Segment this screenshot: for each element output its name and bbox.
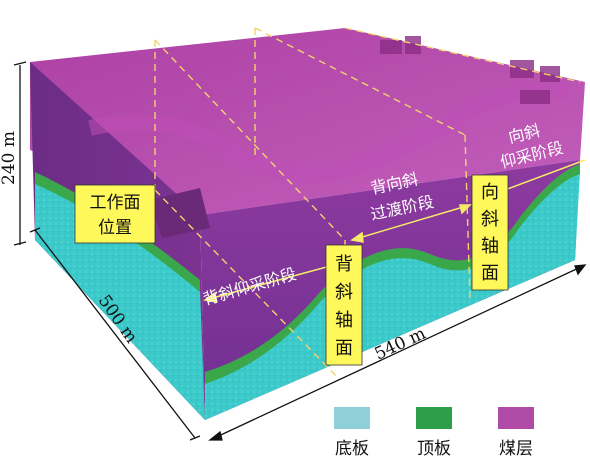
anticline-axis-callout: 背 斜 轴 面 bbox=[325, 244, 363, 366]
workface-label-2: 位置 bbox=[98, 218, 132, 238]
legend: 底板 顶板 煤层 bbox=[334, 407, 534, 459]
syncline-axis-char-0: 向 bbox=[481, 182, 499, 203]
axial-planes bbox=[154, 27, 581, 381]
legend-swatch-floor bbox=[334, 407, 370, 429]
stage-arrows bbox=[203, 159, 586, 303]
block-top-face bbox=[30, 28, 585, 215]
syncline-axis-char-1: 斜 bbox=[481, 209, 499, 230]
front-roof-layer bbox=[205, 164, 580, 384]
anticline-axis-char-0: 背 bbox=[335, 254, 353, 275]
dimension-lines bbox=[13, 61, 587, 441]
dim-height-label: 240 m bbox=[0, 131, 19, 185]
anticline-axis-char-1: 斜 bbox=[335, 282, 353, 303]
legend-swatch-coal bbox=[498, 407, 534, 429]
syncline-axis-char-3: 面 bbox=[481, 263, 499, 284]
workface-callout: 工作面 位置 bbox=[74, 184, 156, 244]
front-floor-layer bbox=[205, 172, 580, 420]
syncline-axis-char-2: 轴 bbox=[481, 236, 499, 257]
legend-swatch-roof bbox=[416, 407, 452, 429]
anticline-axis-char-3: 面 bbox=[335, 338, 353, 359]
legend-label-roof: 顶板 bbox=[417, 439, 451, 459]
legend-label-floor: 底板 bbox=[335, 439, 369, 459]
coal-ribbon-upper bbox=[88, 82, 572, 183]
syncline-axis-callout: 向 斜 轴 面 bbox=[471, 174, 509, 291]
legend-label-coal: 煤层 bbox=[499, 439, 533, 459]
workface-label-1: 工作面 bbox=[90, 193, 141, 213]
anticline-axis-char-2: 轴 bbox=[335, 310, 353, 331]
